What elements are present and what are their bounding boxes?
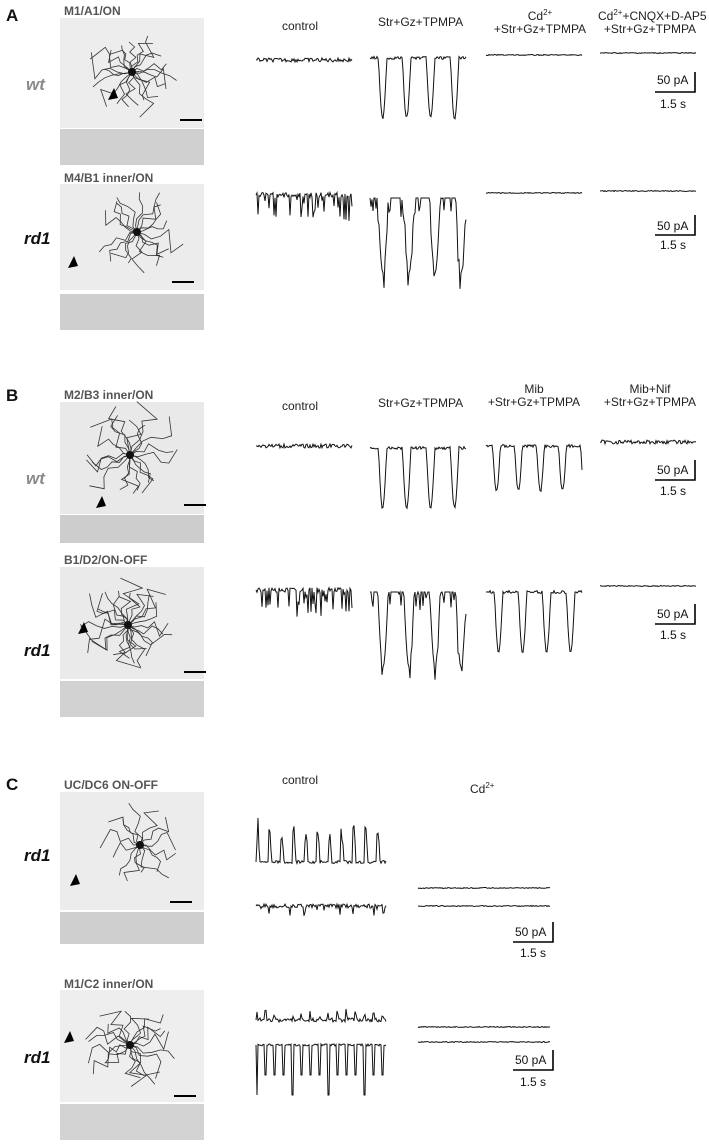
scale-a1-current: 50 pA xyxy=(657,73,689,87)
scale-b2-time: 1.5 s xyxy=(660,628,687,642)
condition-a-cd: Cd2+ +Str+Gz+TPMPA xyxy=(493,8,587,36)
scale-bars xyxy=(513,72,696,1071)
arrowhead-icon xyxy=(70,874,80,886)
genotype-label-a1: wt xyxy=(26,75,45,94)
current-time-scale-bar xyxy=(513,1050,554,1071)
current-time-scale-bar xyxy=(655,215,696,236)
trace-b1-mib-nif xyxy=(599,439,697,446)
side-view-a2 xyxy=(60,294,204,330)
panel-letter-a: A xyxy=(6,6,19,25)
current-time-scale-bar xyxy=(513,922,554,943)
current-time-scale-bar xyxy=(655,460,696,481)
cell-label-b1: M2/B3 inner/ON xyxy=(64,388,154,402)
trace-a2-control xyxy=(255,190,353,221)
cell-label-c2: M1/C2 inner/ON xyxy=(64,977,154,991)
trace-a2-str xyxy=(369,197,467,289)
trace-a1-control xyxy=(255,56,353,64)
condition-a-control: control xyxy=(282,19,319,33)
side-view-c1 xyxy=(60,912,204,944)
side-view-b2 xyxy=(60,681,204,717)
scale-b2-current: 50 pA xyxy=(657,607,689,621)
trace-a2-cd xyxy=(485,191,583,195)
condition-a-str: Str+Gz+TPMPA xyxy=(378,15,464,29)
trace-b1-mib xyxy=(485,443,583,493)
arrowhead-icon xyxy=(78,622,88,634)
trace-c2-control-bottom xyxy=(255,1042,387,1096)
current-time-scale-bar xyxy=(655,72,696,93)
trace-b2-str xyxy=(370,590,467,680)
scale-c2-time: 1.5 s xyxy=(520,1075,547,1089)
side-view-b1 xyxy=(60,515,204,543)
trace-c1-control-top xyxy=(255,817,387,866)
scale-c1-time: 1.5 s xyxy=(520,946,547,960)
trace-c1-cd-top xyxy=(417,886,551,890)
genotype-label-b1: wt xyxy=(26,469,45,488)
cell-c1 xyxy=(99,802,176,882)
cell-b2 xyxy=(80,577,173,669)
trace-a1-str xyxy=(369,55,467,120)
scale-b1-time: 1.5 s xyxy=(660,484,687,498)
trace-c2-cd-bottom xyxy=(417,1040,551,1044)
cell-label-b2: B1/D2/ON-OFF xyxy=(64,553,148,567)
scale-c2-current: 50 pA xyxy=(515,1053,547,1067)
arrowhead-icon xyxy=(68,256,78,268)
cell-a1 xyxy=(90,35,177,118)
condition-b-control: control xyxy=(282,399,319,413)
trace-a2-cd-cnqx xyxy=(599,189,697,193)
cell-c2 xyxy=(85,1010,175,1087)
scale-b1-current: 50 pA xyxy=(657,463,689,477)
genotype-label-b2: rd1 xyxy=(24,641,51,660)
condition-c-control: control xyxy=(282,773,319,787)
arrowhead-icon xyxy=(108,88,118,100)
arrowhead-icon xyxy=(96,496,106,508)
trace-a1-cd xyxy=(485,53,583,57)
cell-b1 xyxy=(86,401,178,494)
cell-label-c1: UC/DC6 ON-OFF xyxy=(64,778,158,792)
trace-c2-control-top xyxy=(255,1008,387,1024)
arrowhead-icon xyxy=(64,1031,74,1043)
trace-b1-str xyxy=(369,445,467,510)
trace-c2-cd-top xyxy=(417,1025,551,1029)
dendrite-drawings xyxy=(64,35,206,1097)
scale-a2-current: 50 pA xyxy=(657,219,689,233)
current-traces xyxy=(255,51,697,1096)
side-view-a1 xyxy=(60,129,204,165)
condition-c-cd: Cd2+ xyxy=(470,781,495,796)
micrograph-c1 xyxy=(60,792,204,910)
micrograph-a2 xyxy=(60,184,204,290)
trace-c1-control-bottom xyxy=(255,902,387,916)
trace-a1-cd-cnqx xyxy=(600,51,697,55)
genotype-label-c1: rd1 xyxy=(24,846,51,865)
condition-b-str: Str+Gz+TPMPA xyxy=(378,396,464,410)
side-view-c2 xyxy=(60,1104,204,1140)
cell-label-a2: M4/B1 inner/ON xyxy=(64,171,154,185)
trace-b1-control xyxy=(256,442,353,450)
trace-b2-control xyxy=(255,586,353,617)
cell-a2 xyxy=(98,192,184,274)
scale-a2-time: 1.5 s xyxy=(660,238,687,252)
trace-b2-mib xyxy=(486,589,583,654)
current-time-scale-bar xyxy=(655,604,696,625)
condition-b-mib: Mib +Str+Gz+TPMPA xyxy=(487,382,581,409)
trace-b2-mib-nif xyxy=(599,584,697,588)
panel-letter-b: B xyxy=(6,386,19,405)
condition-a-cd-cnqx: Cd2++CNQX+D-AP5 +Str+Gz+TPMPA xyxy=(598,8,707,36)
genotype-label-a2: rd1 xyxy=(24,229,51,248)
scale-a1-time: 1.5 s xyxy=(660,97,687,111)
cell-label-a1: M1/A1/ON xyxy=(64,4,121,18)
condition-b-mib-nif: Mib+Nif +Str+Gz+TPMPA xyxy=(603,382,697,409)
scale-c1-current: 50 pA xyxy=(515,925,547,939)
genotype-label-c2: rd1 xyxy=(24,1048,51,1067)
panel-letter-c: C xyxy=(6,775,19,794)
trace-c1-cd-bottom xyxy=(417,904,551,908)
